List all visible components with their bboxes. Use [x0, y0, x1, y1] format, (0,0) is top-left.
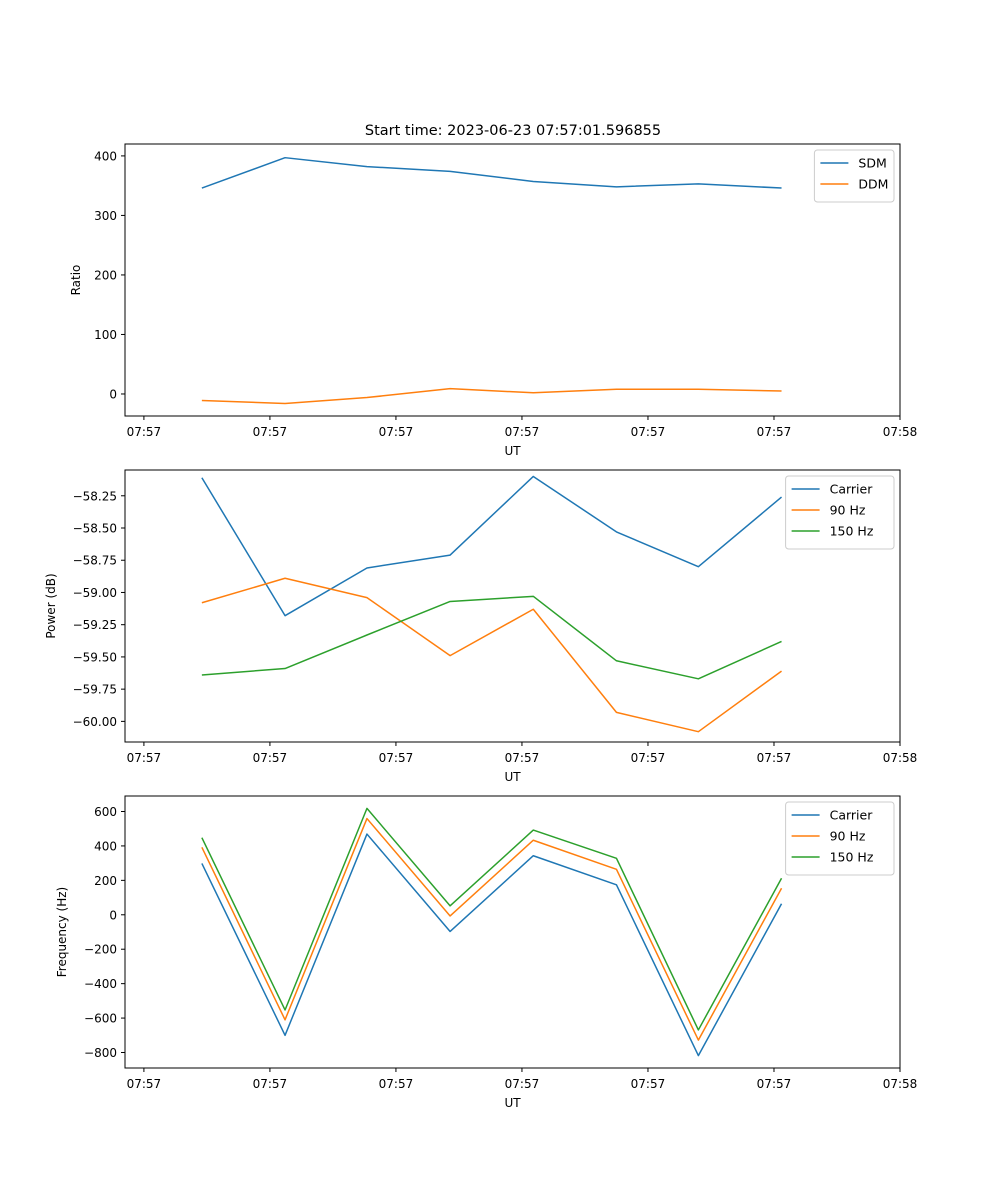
series-line-sdm: [201, 156, 782, 189]
x-tick-label: 07:57: [757, 751, 792, 765]
y-tick-label: −800: [84, 1046, 117, 1060]
axes-frame: [124, 469, 901, 743]
y-tick-label: 0: [109, 387, 117, 401]
x-axis-label: UT: [504, 1096, 521, 1110]
y-tick-label: 100: [94, 328, 117, 342]
legend: SDM DDM: [813, 149, 895, 203]
panel-2: 07:57 07:57 07:57 07:57 07:57 07:57 07:58 −60.0…: [44, 469, 918, 784]
chart-title: Start time: 2023-06-23 07:57:01.596855: [365, 123, 661, 139]
y-tick-label: 200: [94, 874, 117, 888]
legend-label: Carrier: [830, 482, 874, 497]
y-tick-label: −59.50: [73, 650, 117, 664]
panels: 07:57 07:57 07:57 07:57 07:57 07:57 07:58 0 100 2…: [44, 143, 918, 1110]
series-line-150-hz: [201, 595, 782, 680]
y-tick-label: −60.00: [73, 715, 117, 729]
legend-label: 90 Hz: [830, 503, 866, 518]
legend-label: 150 Hz: [830, 524, 874, 539]
x-tick-label: 07:57: [253, 751, 288, 765]
x-tick-label: 07:58: [883, 425, 918, 439]
x-tick-label: 07:57: [505, 751, 540, 765]
x-tick-label: 07:58: [883, 751, 918, 765]
y-tick-label: −600: [84, 1012, 117, 1026]
x-tick-label: 07:57: [127, 1077, 162, 1091]
legend: Carrier 90 Hz 150 Hz: [785, 801, 895, 876]
y-tick-label: 200: [94, 268, 117, 282]
x-tick-label: 07:57: [253, 425, 288, 439]
y-axis-label: Power (dB): [44, 573, 58, 638]
legend-label: SDM: [858, 156, 886, 171]
legend-label: 90 Hz: [830, 829, 866, 844]
x-tick-label: 07:57: [379, 1077, 414, 1091]
series-line-ddm: [201, 387, 782, 405]
axes-frame: [124, 795, 901, 1069]
x-tick-label: 07:57: [379, 425, 414, 439]
x-tick-label: 07:57: [253, 1077, 288, 1091]
y-tick-label: −59.00: [73, 586, 117, 600]
x-tick-label: 07:57: [379, 751, 414, 765]
legend: Carrier 90 Hz 150 Hz: [785, 475, 895, 550]
y-axis-label: Ratio: [69, 265, 83, 296]
x-axis-label: UT: [504, 770, 521, 784]
x-axis-label: UT: [504, 444, 521, 458]
x-tick-label: 07:57: [127, 751, 162, 765]
x-tick-label: 07:57: [505, 1077, 540, 1091]
y-tick-label: 600: [94, 805, 117, 819]
y-tick-label: 400: [94, 149, 117, 163]
y-tick-label: 400: [94, 839, 117, 853]
legend-label: Carrier: [830, 808, 874, 823]
y-tick-label: −59.25: [73, 618, 117, 632]
y-tick-label: −400: [84, 977, 117, 991]
series-line-carrier: [201, 475, 783, 617]
x-tick-label: 07:57: [631, 1077, 666, 1091]
x-tick-label: 07:57: [757, 425, 792, 439]
x-tick-label: 07:57: [631, 425, 666, 439]
x-tick-label: 07:57: [127, 425, 162, 439]
panel-1: 07:57 07:57 07:57 07:57 07:57 07:57 07:58 0 100 2…: [69, 143, 918, 458]
x-tick-label: 07:58: [883, 1077, 918, 1091]
axes-frame: [124, 143, 901, 417]
y-tick-label: 300: [94, 209, 117, 223]
series-line-90-hz: [201, 577, 782, 733]
y-tick-label: 0: [109, 908, 117, 922]
y-axis-label: Frequency (Hz): [55, 887, 69, 978]
y-tick-label: −58.25: [73, 489, 117, 503]
series-line-90-hz: [201, 817, 783, 1041]
y-tick-label: −58.75: [73, 554, 117, 568]
x-tick-label: 07:57: [757, 1077, 792, 1091]
y-tick-label: −200: [84, 943, 117, 957]
x-tick-label: 07:57: [631, 751, 666, 765]
legend-label: 150 Hz: [830, 850, 874, 865]
series-line-carrier: [201, 833, 783, 1057]
y-tick-label: −58.50: [73, 522, 117, 536]
series-line-150-hz: [201, 807, 783, 1031]
x-tick-label: 07:57: [505, 425, 540, 439]
y-tick-label: −59.75: [73, 683, 117, 697]
panel-3: 07:57 07:57 07:57 07:57 07:57 07:57 07:58 −800 −…: [55, 795, 918, 1110]
legend-label: DDM: [858, 177, 888, 192]
